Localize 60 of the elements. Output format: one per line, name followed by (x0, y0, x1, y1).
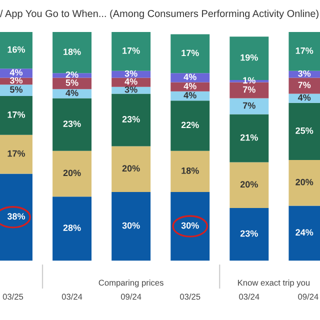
data-label: 17% (122, 47, 140, 54)
data-label: 18% (64, 48, 81, 55)
x-tick-label: 09/24 (298, 294, 318, 300)
data-label: 19% (240, 54, 258, 61)
data-label: 23% (240, 230, 258, 237)
data-label: 30% (122, 222, 140, 229)
data-label: 16% (8, 46, 26, 53)
data-label: 17% (182, 50, 199, 56)
data-label: 23% (63, 120, 81, 128)
bar (112, 32, 151, 71)
data-label: 20% (296, 178, 314, 186)
data-label: 4% (184, 82, 196, 90)
x-tick-label: 03/24 (239, 294, 260, 300)
data-label: 5% (66, 79, 78, 86)
data-label: 21% (240, 134, 258, 141)
data-label: 7% (298, 82, 311, 88)
data-label: 3% (298, 70, 311, 77)
data-label: 20% (122, 165, 140, 172)
data-label: 4% (298, 94, 311, 101)
data-label: 4% (124, 78, 138, 85)
data-label: 3% (124, 86, 138, 93)
bar (112, 94, 151, 146)
bar (170, 100, 210, 151)
data-label: 38% (7, 213, 26, 220)
data-label: 17% (8, 111, 26, 118)
data-label: 17% (8, 150, 26, 157)
data-label: 18% (182, 167, 199, 174)
data-label: 2% (66, 71, 78, 78)
text: Comparing prices (98, 280, 164, 288)
data-label: 22% (181, 122, 199, 128)
data-label: 20% (63, 170, 81, 176)
data-label: 30% (181, 222, 199, 229)
data-label: 20% (240, 181, 258, 188)
data-label: 24% (296, 229, 314, 236)
bar (112, 78, 151, 87)
data-label: 4% (66, 90, 78, 96)
x-tick-label: 03/24 (62, 294, 82, 300)
bar (170, 34, 210, 74)
data-label: 7% (243, 86, 256, 93)
data-label: 4% (10, 69, 23, 76)
x-tick-label: 09/24 (120, 294, 142, 300)
bar (170, 192, 210, 261)
bar (170, 150, 210, 192)
text: Know exact trip you (238, 280, 310, 288)
x-tick-label: 03/25 (180, 294, 200, 300)
x-tick-label: 03/25 (2, 294, 24, 300)
data-label: 28% (63, 224, 81, 231)
bar (170, 73, 210, 82)
data-label: 4% (184, 74, 196, 80)
data-label: 17% (296, 47, 314, 54)
bar (112, 192, 151, 261)
data-label: 25% (296, 127, 314, 134)
data-label: 3% (10, 77, 23, 84)
data-label: 5% (10, 86, 23, 93)
data-label: 23% (122, 116, 140, 122)
chart-title: / App You Go to When... (Among Consumers Performing Activity Online) (0, 10, 318, 20)
bar (112, 146, 151, 192)
data-label: 3% (124, 70, 138, 77)
data-label: 4% (184, 92, 196, 98)
data-label: 7% (243, 102, 256, 109)
